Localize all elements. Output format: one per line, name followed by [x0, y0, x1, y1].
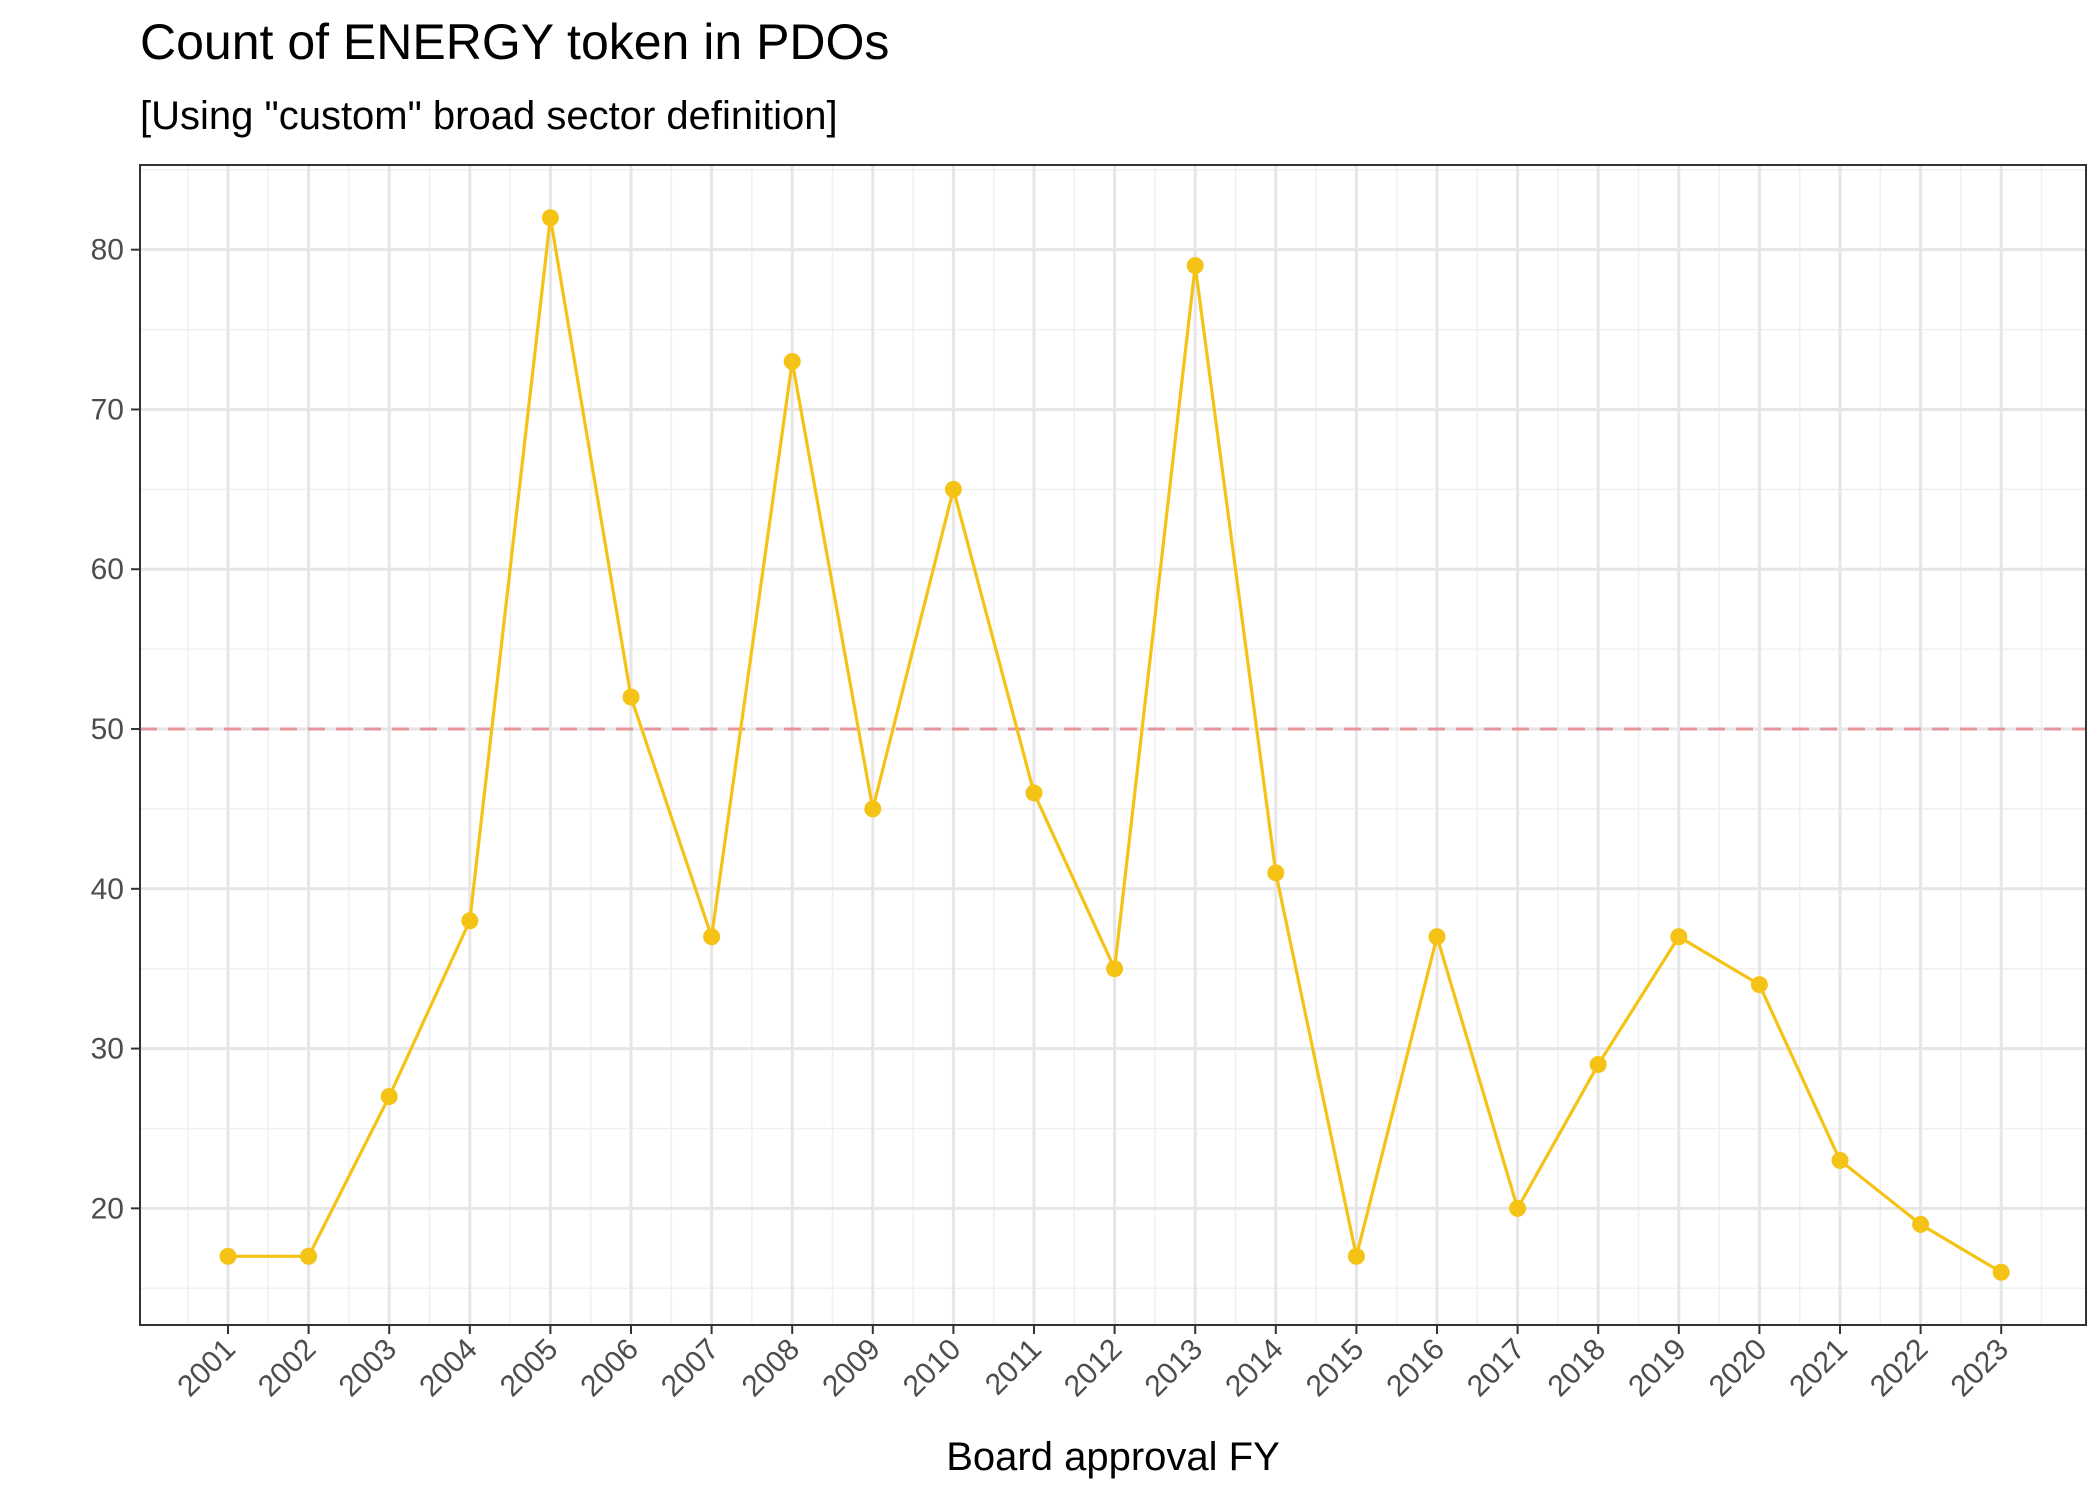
series-group [219, 209, 2010, 1281]
data-point [1186, 257, 1204, 275]
data-point [1106, 960, 1124, 978]
x-tick-label: 2010 [897, 1333, 968, 1404]
y-tick-label: 60 [91, 553, 124, 586]
data-point [1025, 784, 1043, 802]
y-tick-label: 30 [91, 1033, 124, 1066]
data-point [1670, 928, 1688, 946]
y-tick-label: 50 [91, 713, 124, 746]
data-point [1509, 1199, 1527, 1217]
x-tick-label: 2009 [816, 1333, 887, 1404]
x-tick-label: 2020 [1703, 1333, 1774, 1404]
x-tick-label: 2023 [1945, 1333, 2016, 1404]
x-tick-label: 2015 [1300, 1333, 1371, 1404]
x-tick-label: 2006 [574, 1333, 645, 1404]
x-tick-label: 2004 [413, 1333, 484, 1404]
plot-border [139, 164, 2087, 1326]
chart-subtitle: [Using "custom" broad sector definition] [140, 94, 838, 138]
x-tick-label: 2008 [736, 1333, 807, 1404]
y-axis: 20 30 40 50 60 70 80 [91, 234, 140, 1225]
data-point [1992, 1263, 2010, 1281]
x-tick-label: 2017 [1461, 1333, 1532, 1404]
data-point [1831, 1151, 1849, 1169]
x-axis: 2001 2002 2003 2004 2005 2006 2007 2008 2009 2010… [171, 1325, 2015, 1403]
x-tick-label: 2001 [171, 1333, 242, 1404]
y-tick-label: 40 [91, 873, 124, 906]
x-tick-label: 2016 [1380, 1333, 1451, 1404]
x-tick-label: 2011 [979, 1333, 1048, 1402]
data-point [1912, 1215, 1930, 1233]
data-point [783, 353, 801, 371]
x-tick-label: 2012 [1058, 1333, 1129, 1404]
data-point [1347, 1247, 1365, 1265]
x-tick-label: 2013 [1139, 1333, 1210, 1404]
data-point [541, 209, 559, 227]
x-axis-title: Board approval FY [946, 1435, 1280, 1479]
x-tick-label: 2005 [494, 1333, 565, 1404]
data-point [300, 1247, 318, 1265]
data-point [1267, 864, 1285, 882]
plot-panel [140, 165, 2086, 1325]
data-point [622, 688, 640, 706]
data-point [864, 800, 882, 818]
data-point [1428, 928, 1446, 946]
chart-title: Count of ENERGY token in PDOs [140, 14, 889, 70]
x-tick-label: 2003 [333, 1333, 404, 1404]
y-tick-label: 20 [91, 1192, 124, 1225]
data-point [219, 1247, 237, 1265]
x-tick-label: 2022 [1864, 1333, 1935, 1404]
grid-major [140, 165, 2086, 1325]
x-tick-label: 2018 [1542, 1333, 1613, 1404]
grid-minor [140, 165, 2086, 1325]
x-tick-label: 2014 [1219, 1333, 1290, 1404]
data-point [380, 1088, 398, 1106]
data-point [1750, 976, 1768, 994]
y-tick-label: 80 [91, 234, 124, 267]
x-tick-label: 2007 [655, 1333, 726, 1404]
y-tick-label: 70 [91, 393, 124, 426]
x-tick-label: 2019 [1622, 1333, 1693, 1404]
data-point [461, 912, 479, 930]
data-point [944, 480, 962, 498]
plot-background [140, 165, 2086, 1325]
data-point [703, 928, 721, 946]
data-point [1589, 1056, 1607, 1074]
x-tick-label: 2021 [1783, 1333, 1854, 1404]
x-tick-label: 2002 [252, 1333, 323, 1404]
plot-border-rect [139, 164, 2087, 1326]
